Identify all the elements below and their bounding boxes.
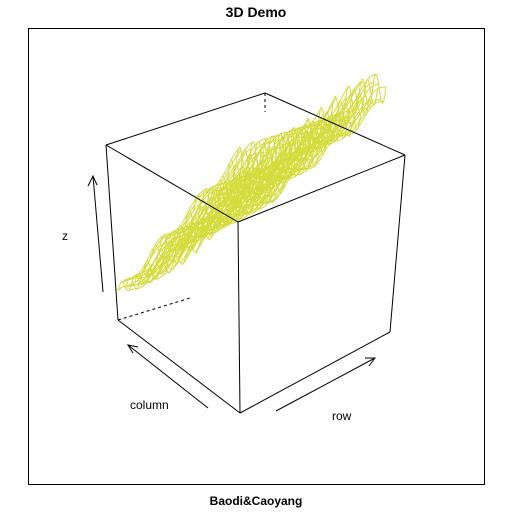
box-edge bbox=[239, 331, 391, 414]
box-visible-edges bbox=[105, 92, 406, 414]
axis-arrows bbox=[87, 174, 376, 412]
box-edge bbox=[237, 154, 406, 223]
box-edge bbox=[264, 92, 406, 156]
column-axis-arrow bbox=[127, 344, 209, 409]
plot-frame bbox=[28, 28, 485, 485]
mesh-line bbox=[260, 83, 379, 198]
surface-mesh bbox=[117, 73, 387, 292]
mesh-line bbox=[202, 107, 322, 235]
row-axis-arrow bbox=[275, 357, 376, 412]
box-edge bbox=[105, 92, 266, 146]
chart-title: 3D Demo bbox=[225, 4, 287, 20]
mesh-line bbox=[250, 106, 369, 210]
mesh-line bbox=[257, 73, 377, 195]
mesh-line bbox=[177, 132, 297, 258]
box-edge bbox=[117, 319, 241, 414]
z-axis-label: z bbox=[62, 229, 68, 243]
mesh-line bbox=[255, 82, 374, 199]
mesh-line bbox=[215, 100, 334, 224]
mesh-line bbox=[240, 97, 359, 210]
box-edge bbox=[237, 221, 241, 414]
mesh-line bbox=[162, 133, 282, 265]
mesh-line bbox=[245, 81, 364, 202]
row-axis-label: row bbox=[332, 409, 352, 423]
box-hidden-edge-bottom bbox=[117, 297, 191, 321]
mesh-line bbox=[187, 123, 307, 250]
z-axis-arrowhead bbox=[87, 174, 98, 187]
mesh-line bbox=[267, 86, 387, 197]
mesh-line bbox=[122, 150, 242, 284]
box-edge bbox=[105, 144, 119, 321]
mesh-line bbox=[190, 119, 309, 247]
z-axis-arrow bbox=[92, 175, 104, 293]
box-hidden-edges bbox=[117, 93, 266, 321]
mesh-line bbox=[205, 113, 324, 235]
mesh-line bbox=[217, 97, 337, 221]
box-edge bbox=[105, 144, 239, 223]
row-axis-arrowhead bbox=[365, 357, 376, 367]
column-axis-label: column bbox=[130, 398, 169, 412]
box-edge bbox=[389, 154, 406, 333]
mesh-line bbox=[262, 99, 382, 204]
mesh-line bbox=[265, 101, 384, 204]
mesh-line bbox=[135, 141, 254, 276]
chart-subtitle: Baodi&Caoyang bbox=[209, 494, 303, 508]
mesh-line bbox=[175, 127, 294, 258]
mesh-line bbox=[120, 148, 239, 284]
mesh-line bbox=[242, 81, 362, 203]
column-axis-arrowhead bbox=[126, 344, 139, 354]
